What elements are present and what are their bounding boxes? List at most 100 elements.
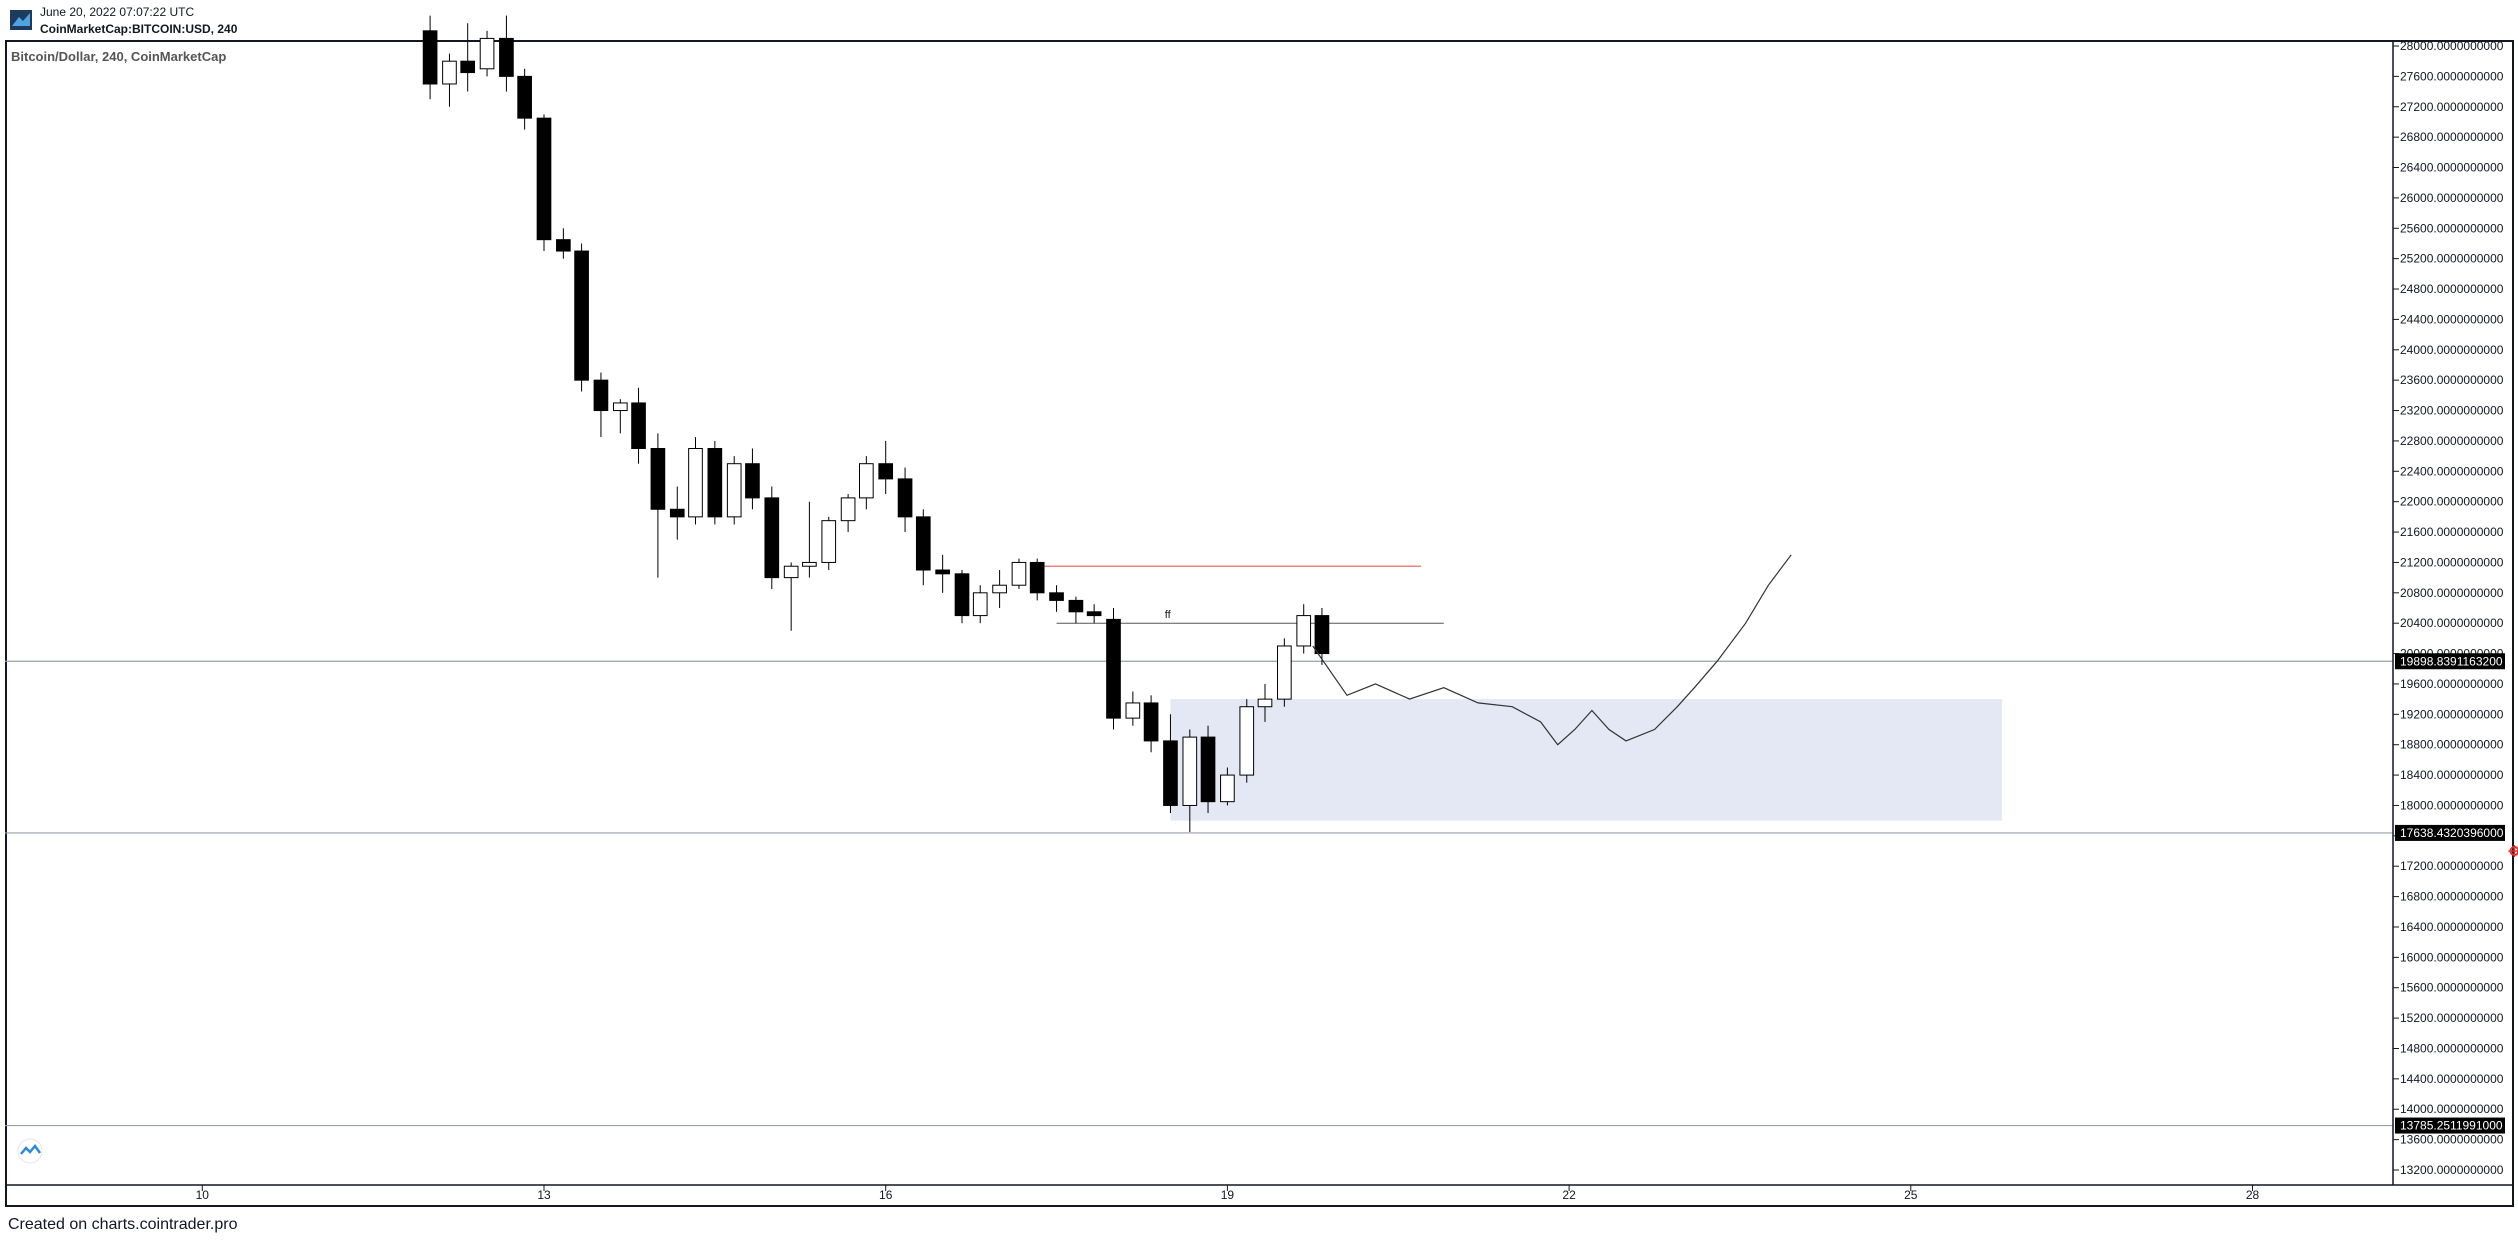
y-tick-label-35: 14000.0000000000 xyxy=(2400,1102,2504,1116)
candle-9 xyxy=(593,379,609,412)
y-tick-label-2: 27200.0000000000 xyxy=(2400,100,2504,114)
y-tick-label-15: 22000.0000000000 xyxy=(2400,495,2504,509)
price-label-0: 19898.8391163200 xyxy=(2400,654,2503,668)
candle-12 xyxy=(650,448,666,510)
x-tick-label-11: 25 xyxy=(1904,1188,1918,1202)
candle-40 xyxy=(1182,736,1198,806)
demand-zone xyxy=(1170,699,2002,821)
y-tick-label-23: 18800.0000000000 xyxy=(2400,738,2504,752)
y-tick-label-34: 14400.0000000000 xyxy=(2400,1072,2504,1086)
symbol-label: CoinMarketCap:BITCOIN:USD, 240 xyxy=(40,22,238,36)
candle-23 xyxy=(859,463,874,499)
y-tick-label-16: 21600.0000000000 xyxy=(2400,525,2504,539)
candle-2 xyxy=(460,60,476,74)
chart-title: Bitcoin/Dollar, 240, CoinMarketCap xyxy=(11,49,226,64)
price-label-box-0 xyxy=(2395,653,2505,670)
candle-11 xyxy=(631,402,646,450)
candle-0 xyxy=(422,30,438,85)
candle-3 xyxy=(479,37,495,70)
price-label-box-2 xyxy=(2395,1117,2505,1134)
candle-22 xyxy=(840,497,856,522)
candle-19 xyxy=(783,565,799,579)
price-label-box-1 xyxy=(2395,824,2505,841)
y-tick-label-13: 22800.0000000000 xyxy=(2400,434,2504,448)
candle-32 xyxy=(1029,561,1045,594)
y-tick-label-28: 16800.0000000000 xyxy=(2400,890,2504,904)
x-tick-label-9: 19 xyxy=(1221,1188,1235,1202)
candle-16 xyxy=(726,463,742,518)
x-tick-label-6: 10 xyxy=(196,1188,210,1202)
crosshair-marker-icon xyxy=(2508,845,2518,858)
chart-header: June 20, 2022 07:07:22 UTC CoinMarketCap… xyxy=(0,0,2518,40)
candle-25 xyxy=(897,478,913,518)
price-label-2: 13785.2511991000 xyxy=(2400,1119,2503,1133)
candle-6 xyxy=(536,117,552,241)
price-label-1: 17638.4320396000 xyxy=(2400,826,2504,840)
y-tick-label-5: 26000.0000000000 xyxy=(2400,191,2504,205)
candle-47 xyxy=(1314,615,1330,655)
candle-33 xyxy=(1049,592,1064,601)
candle-24 xyxy=(878,463,894,480)
y-tick-label-29: 16400.0000000000 xyxy=(2400,920,2504,934)
y-tick-label-24: 18400.0000000000 xyxy=(2400,768,2504,782)
candle-28 xyxy=(954,573,970,617)
snapshot-date: June 20, 2022 07:07:22 UTC xyxy=(40,5,195,19)
y-tick-label-12: 23200.0000000000 xyxy=(2400,404,2504,418)
candle-13 xyxy=(669,508,685,518)
candle-20 xyxy=(802,561,817,567)
y-tick-label-11: 23600.0000000000 xyxy=(2400,373,2504,387)
ff-annotation: ff xyxy=(1165,609,1172,621)
candle-35 xyxy=(1086,611,1102,617)
y-tick-label-25: 18000.0000000000 xyxy=(2400,798,2504,812)
candle-45 xyxy=(1277,645,1292,700)
candle-10 xyxy=(612,402,628,412)
candle-7 xyxy=(556,239,571,252)
candle-15 xyxy=(707,448,723,518)
candle-17 xyxy=(745,463,760,499)
candle-30 xyxy=(992,584,1007,594)
y-tick-label-4: 26400.0000000000 xyxy=(2400,161,2504,175)
candle-39 xyxy=(1163,740,1178,806)
y-tick-label-0: 28000.0000000000 xyxy=(2400,39,2504,53)
y-tick-label-9: 24400.0000000000 xyxy=(2400,312,2504,326)
candle-1 xyxy=(442,60,457,85)
candle-8 xyxy=(574,250,589,381)
y-tick-label-8: 24800.0000000000 xyxy=(2400,282,2504,296)
candle-46 xyxy=(1296,615,1312,647)
y-tick-label-33: 14800.0000000000 xyxy=(2400,1041,2504,1055)
y-tick-label-10: 24000.0000000000 xyxy=(2400,343,2504,357)
candle-41 xyxy=(1200,736,1216,803)
y-tick-label-21: 19600.0000000000 xyxy=(2400,677,2504,691)
cloud-chart-icon xyxy=(17,1138,43,1164)
candle-43 xyxy=(1239,706,1255,776)
candle-5 xyxy=(517,75,532,119)
candle-31 xyxy=(1011,561,1027,586)
candle-27 xyxy=(935,569,950,575)
x-tick-label-8: 16 xyxy=(879,1188,893,1202)
candle-21 xyxy=(821,520,837,563)
tradingview-chart-icon xyxy=(10,10,32,30)
candle-36 xyxy=(1106,618,1121,719)
candle-29 xyxy=(972,592,988,617)
y-tick-label-18: 20800.0000000000 xyxy=(2400,586,2504,600)
y-tick-label-3: 26800.0000000000 xyxy=(2400,130,2504,144)
candle-44 xyxy=(1257,698,1273,708)
y-tick-label-36: 13600.0000000000 xyxy=(2400,1133,2504,1147)
y-tick-label-6: 25600.0000000000 xyxy=(2400,221,2504,235)
footer-credit: Created on charts.cointrader.pro xyxy=(8,1216,238,1233)
y-tick-label-19: 20400.0000000000 xyxy=(2400,616,2504,630)
y-tick-label-17: 21200.0000000000 xyxy=(2400,555,2504,569)
y-tick-label-31: 15600.0000000000 xyxy=(2400,981,2504,995)
y-tick-label-14: 22400.0000000000 xyxy=(2400,464,2504,478)
candle-4 xyxy=(499,37,514,77)
candle-37 xyxy=(1125,702,1141,719)
y-tick-label-27: 17200.0000000000 xyxy=(2400,859,2504,873)
y-tick-label-37: 13200.0000000000 xyxy=(2400,1163,2504,1177)
candle-34 xyxy=(1068,599,1084,613)
x-tick-label-7: 13 xyxy=(537,1188,551,1202)
y-tick-label-7: 25200.0000000000 xyxy=(2400,252,2504,266)
y-tick-label-22: 19200.0000000000 xyxy=(2400,707,2504,721)
y-tick-label-1: 27600.0000000000 xyxy=(2400,69,2504,83)
candle-26 xyxy=(915,516,931,571)
